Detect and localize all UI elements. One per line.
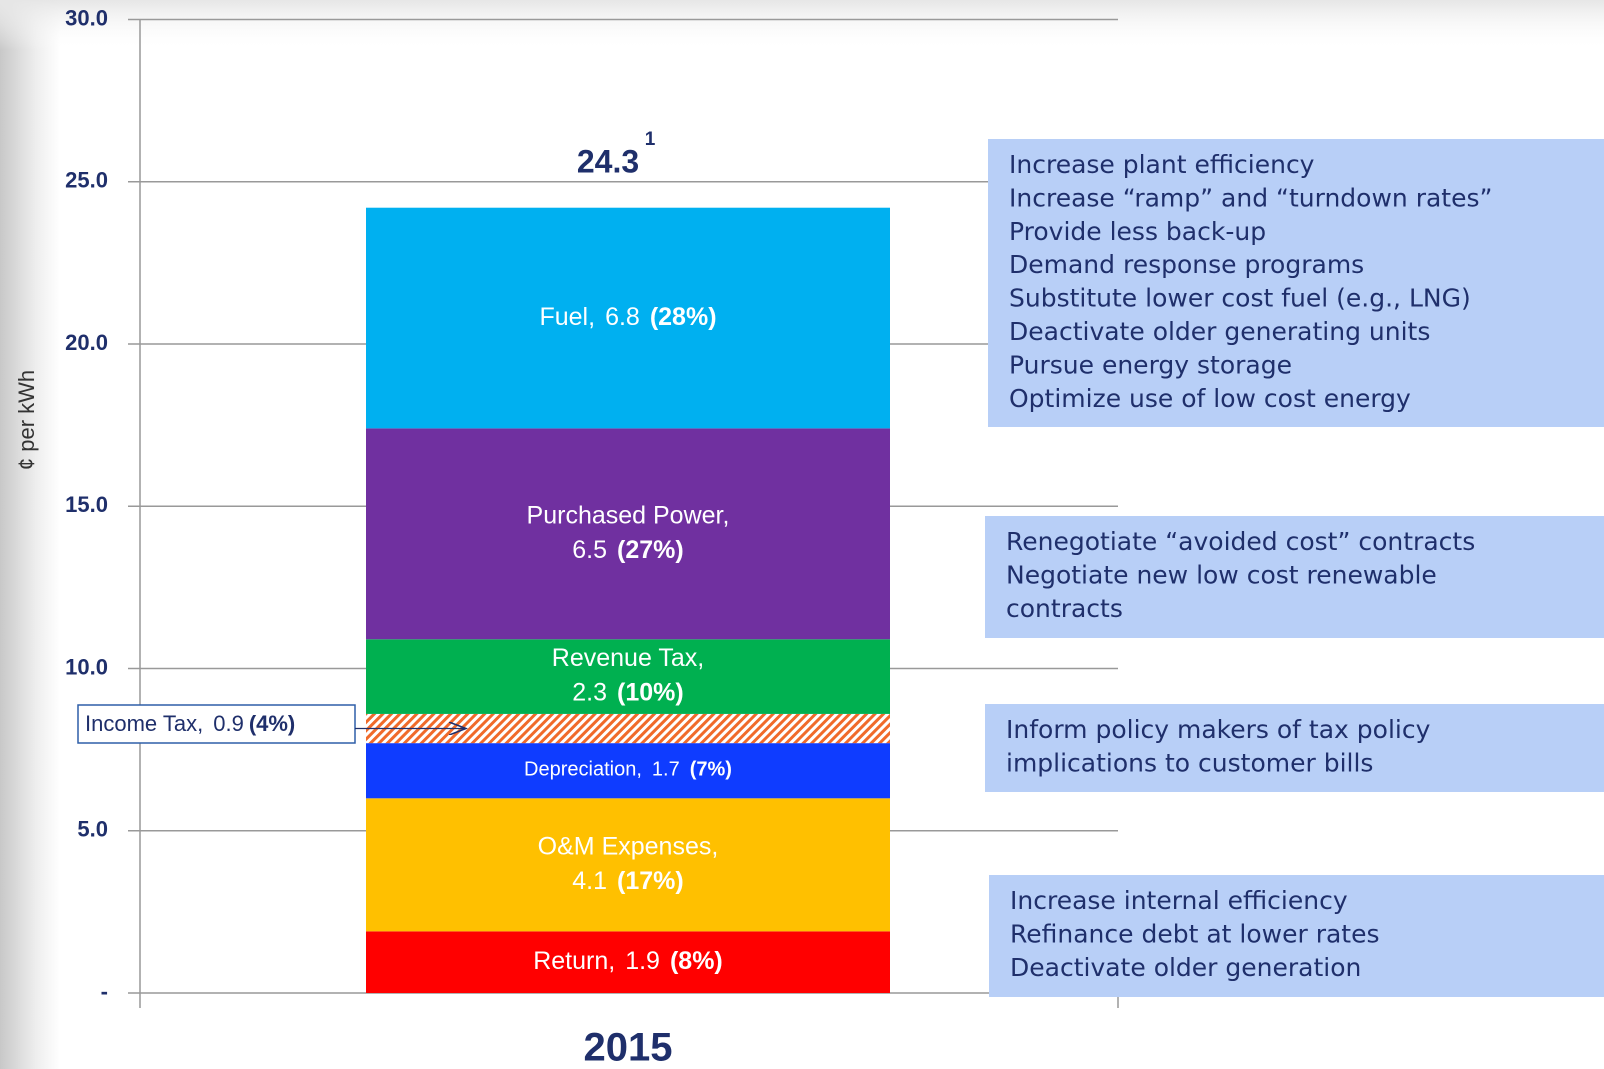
segment-share: (28%) [650,303,717,331]
segment-label: Return, 1.9 (8%) [533,947,723,975]
annotation-box [988,139,1604,427]
bar-segment [366,639,890,714]
annotation-box [985,704,1604,792]
bar-segment [366,931,890,993]
segment-label: Revenue Tax, [552,644,704,672]
annotation-line: Increase internal efficiency [1010,886,1348,915]
total-label: 24.3 [577,143,639,179]
y-tick-label: 30.0 [65,5,108,30]
annotation-line: contracts [1006,594,1123,623]
annotation-line: Demand response programs [1009,250,1364,279]
annotation-line: Deactivate older generating units [1009,317,1430,346]
annotation-line: Inform policy makers of tax policy [1006,715,1431,744]
callout-box [77,704,356,744]
segment-name: Income Tax, [85,711,203,736]
segment-label: Fuel, 6.8 (28%) [539,303,716,331]
annotation-line: Provide less back-up [1009,217,1266,246]
segment-share: (7%) [690,759,732,781]
annotation-box [989,875,1604,997]
bar-segment [366,207,890,429]
segment-share: (27%) [617,535,684,563]
annotation-line: Refinance debt at lower rates [1010,919,1380,948]
annotation-line: Substitute lower cost fuel (e.g., LNG) [1009,284,1471,313]
y-tick-label: 5.0 [77,817,108,842]
y-axis-label: ¢ per kWh [14,370,39,470]
segment-share: (4%) [249,711,295,736]
y-tick-label: 10.0 [65,654,108,679]
annotation-line: Increase “ramp” and “turndown rates” [1009,183,1492,212]
segment-share: (8%) [670,947,723,975]
segment-label: 6.5 (27%) [572,535,683,563]
bar-segment [366,798,890,932]
annotation-line: Negotiate new low cost renewable [1006,560,1437,589]
segment-value: 6.8 [605,303,640,331]
segment-value: 6.5 [572,535,607,563]
segment-value: 1.7 [652,759,680,781]
y-tick-label: - [101,979,108,1004]
segment-value: 1.9 [625,947,660,975]
y-tick-label: 15.0 [65,492,108,517]
segment-label: Purchased Power, [527,501,730,529]
y-tick-label: 25.0 [65,168,108,193]
segment-share: (10%) [617,678,684,706]
segment-label: 2.3 (10%) [572,678,683,706]
total-note: 1 [645,129,656,150]
y-tick-label: 20.0 [65,330,108,355]
annotation-line: Deactivate older generation [1010,953,1361,982]
background-edge [0,0,60,1069]
segment-label: Depreciation, 1.7 (7%) [524,759,732,781]
annotation-line: Renegotiate “avoided cost” contracts [1006,527,1475,556]
segment-label: Income Tax, 0.9 (4%) [85,711,295,736]
segment-label: O&M Expenses, [538,832,719,860]
segment-name: Return, [533,947,615,975]
bar-segment [366,743,890,799]
background-top [0,0,1604,50]
bar-segment [366,428,890,640]
segment-value: 4.1 [572,866,607,894]
segment-share: (17%) [617,866,684,894]
annotation-box [985,516,1604,638]
segment-value: 0.9 [213,711,244,736]
annotation-line: Optimize use of low cost energy [1009,384,1411,413]
segment-label: 4.1 (17%) [572,866,683,894]
annotation-line: implications to customer bills [1006,748,1373,777]
annotation-line: Pursue energy storage [1009,350,1292,379]
x-tick-label: 2015 [584,1026,673,1069]
segment-value: 2.3 [572,678,607,706]
segment-name: Depreciation, [524,759,642,781]
segment-name: Fuel, [539,303,595,331]
annotation-line: Increase plant efficiency [1009,150,1315,179]
